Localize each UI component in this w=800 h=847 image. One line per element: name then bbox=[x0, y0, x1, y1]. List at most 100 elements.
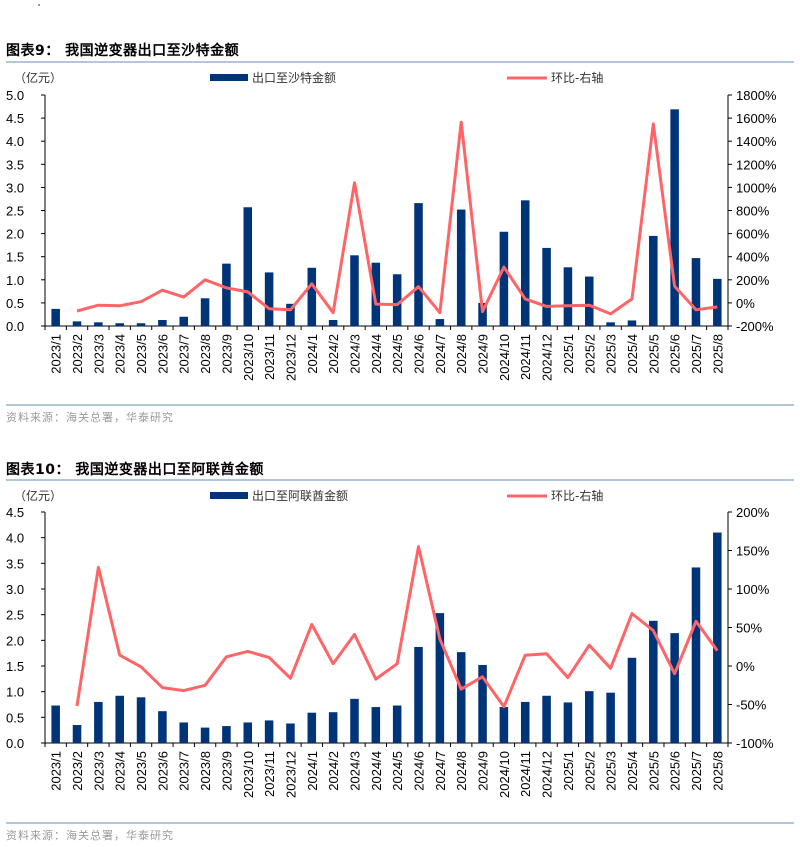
x-axis-tick-label: 2025/8 bbox=[710, 334, 725, 374]
x-axis-tick-label: 2023/5 bbox=[134, 751, 149, 791]
x-axis-tick-label: 2024/2 bbox=[326, 751, 341, 791]
bar-2024-8 bbox=[456, 652, 466, 743]
bar-2025-8 bbox=[713, 278, 722, 326]
bar-2024-5 bbox=[392, 274, 402, 326]
mom-line bbox=[75, 545, 719, 709]
bar-2023-12 bbox=[286, 723, 295, 743]
y-axis-unit-label: （亿元） bbox=[14, 70, 62, 85]
bar-2024-6 bbox=[414, 203, 423, 326]
bar-2025-8 bbox=[713, 532, 722, 743]
bar-2024-11 bbox=[520, 701, 530, 743]
bar-2025-2 bbox=[584, 691, 594, 743]
legend-bar-label: 出口至沙特金额 bbox=[252, 70, 336, 85]
bar-2023-1 bbox=[51, 705, 60, 743]
left-axis-tick-label: 1.5 bbox=[6, 250, 24, 265]
right-axis-tick-label: 1800% bbox=[736, 88, 777, 103]
left-axis-tick-label: 3.5 bbox=[6, 556, 24, 571]
bar-2023-7 bbox=[179, 722, 189, 743]
bar-2023-2 bbox=[72, 321, 82, 326]
x-axis-tick-label: 2024/1 bbox=[305, 334, 320, 374]
legend-line-label: 环比-右轴 bbox=[551, 70, 603, 85]
legend-bar-label: 出口至阿联酋金额 bbox=[252, 488, 348, 503]
x-axis-tick-label: 2024/11 bbox=[518, 334, 533, 380]
x-axis-tick-label: 2024/7 bbox=[433, 751, 448, 791]
legend-line-label: 环比-右轴 bbox=[551, 488, 603, 503]
figure-10-title: 图表10： 我国逆变器出口至阿联酋金额 bbox=[6, 462, 264, 478]
x-axis-tick-label: 2024/8 bbox=[454, 751, 469, 791]
x-axis-tick-label: 2023/4 bbox=[113, 334, 128, 374]
x-axis-tick-label: 2025/3 bbox=[604, 334, 619, 374]
bar-2023-4 bbox=[115, 323, 124, 326]
right-axis-tick-label: 50% bbox=[736, 621, 762, 636]
bar-2025-5 bbox=[649, 620, 658, 743]
x-axis-tick-label: 2023/1 bbox=[49, 751, 64, 791]
left-axis-tick-label: 0.0 bbox=[6, 736, 24, 751]
left-axis-tick-label: 2.5 bbox=[6, 204, 24, 219]
right-axis-tick-label: 1200% bbox=[736, 157, 777, 172]
bar-2025-1 bbox=[563, 702, 573, 743]
y-axis-unit-label: （亿元） bbox=[14, 488, 62, 503]
bar-2023-3 bbox=[94, 701, 103, 743]
left-axis-tick-label: 0.5 bbox=[6, 710, 24, 725]
bar-2025-7 bbox=[691, 258, 701, 326]
bar-2024-3 bbox=[350, 255, 359, 326]
right-axis-tick-label: 1400% bbox=[736, 134, 777, 149]
x-axis-tick-label: 2024/9 bbox=[476, 334, 491, 374]
left-axis-tick-label: 3.0 bbox=[6, 582, 24, 597]
x-axis-tick-label: 2024/1 bbox=[305, 751, 320, 791]
right-axis-tick-label: 200% bbox=[736, 505, 770, 520]
x-axis-tick-label: 2024/4 bbox=[369, 334, 384, 374]
bar-2024-10 bbox=[499, 707, 509, 743]
bar-2025-6 bbox=[670, 633, 679, 743]
left-axis-tick-label: 3.0 bbox=[6, 180, 24, 195]
x-axis-tick-label: 2023/8 bbox=[198, 751, 213, 791]
figure-9-source: 资料来源：海关总署，华泰研究 bbox=[6, 411, 174, 424]
bar-2023-8 bbox=[200, 727, 210, 743]
bar-2023-6 bbox=[158, 711, 167, 743]
x-axis-tick-label: 2025/4 bbox=[625, 334, 640, 374]
right-axis-tick-label: -200% bbox=[736, 319, 774, 334]
bar-2024-4 bbox=[371, 262, 381, 326]
legend-bar-swatch bbox=[210, 74, 248, 81]
left-axis-tick-label: 4.0 bbox=[6, 134, 24, 149]
x-axis-tick-label: 2023/2 bbox=[70, 751, 85, 791]
bar-2024-2 bbox=[328, 712, 338, 743]
x-axis-tick-label: 2023/8 bbox=[198, 334, 213, 374]
x-axis-tick-label: 2025/1 bbox=[561, 751, 576, 791]
left-axis-tick-label: 1.0 bbox=[6, 685, 24, 700]
x-axis-tick-label: 2024/9 bbox=[476, 751, 491, 791]
bar-2025-4 bbox=[627, 657, 637, 743]
bar-2023-10 bbox=[243, 722, 253, 743]
x-axis-tick-label: 2024/7 bbox=[433, 334, 448, 374]
bar-2024-1 bbox=[307, 267, 317, 326]
bar-2023-4 bbox=[115, 695, 124, 743]
x-axis-tick-label: 2024/10 bbox=[497, 751, 512, 798]
bar-2024-4 bbox=[371, 707, 381, 743]
x-axis-tick-label: 2023/4 bbox=[113, 751, 128, 791]
left-axis-tick-label: 1.0 bbox=[6, 273, 24, 288]
x-axis-tick-label: 2025/8 bbox=[710, 751, 725, 791]
x-axis-tick-label: 2024/2 bbox=[326, 334, 341, 374]
x-axis-tick-label: 2023/3 bbox=[91, 751, 106, 791]
figure-9-title: 图表9： 我国逆变器出口至沙特金额 bbox=[6, 43, 240, 59]
right-axis-tick-label: 1600% bbox=[736, 111, 777, 126]
right-axis-tick-label: 100% bbox=[736, 582, 770, 597]
bar-2024-9 bbox=[478, 302, 487, 326]
x-axis-tick-label: 2024/12 bbox=[540, 334, 555, 381]
figure-10-source: 资料来源：海关总署，华泰研究 bbox=[6, 829, 174, 842]
x-axis-tick-label: 2024/8 bbox=[454, 334, 469, 374]
x-axis-tick-label: 2025/6 bbox=[668, 751, 683, 791]
right-axis-tick-label: 200% bbox=[736, 273, 770, 288]
x-axis-tick-label: 2024/5 bbox=[390, 334, 405, 374]
x-axis-tick-label: 2023/11 bbox=[262, 334, 277, 380]
left-axis-tick-label: 1.5 bbox=[6, 659, 24, 674]
bar-2023-6 bbox=[158, 319, 167, 326]
bar-2023-7 bbox=[179, 316, 189, 326]
bar-2023-5 bbox=[136, 697, 146, 743]
left-axis-tick-label: 0.0 bbox=[6, 319, 24, 334]
x-axis-tick-label: 2023/11 bbox=[262, 751, 277, 797]
bar-2025-5 bbox=[649, 235, 658, 326]
bar-2023-1 bbox=[51, 308, 60, 326]
left-axis-tick-label: 4.5 bbox=[6, 111, 24, 126]
x-axis-tick-label: 2023/2 bbox=[70, 334, 85, 374]
